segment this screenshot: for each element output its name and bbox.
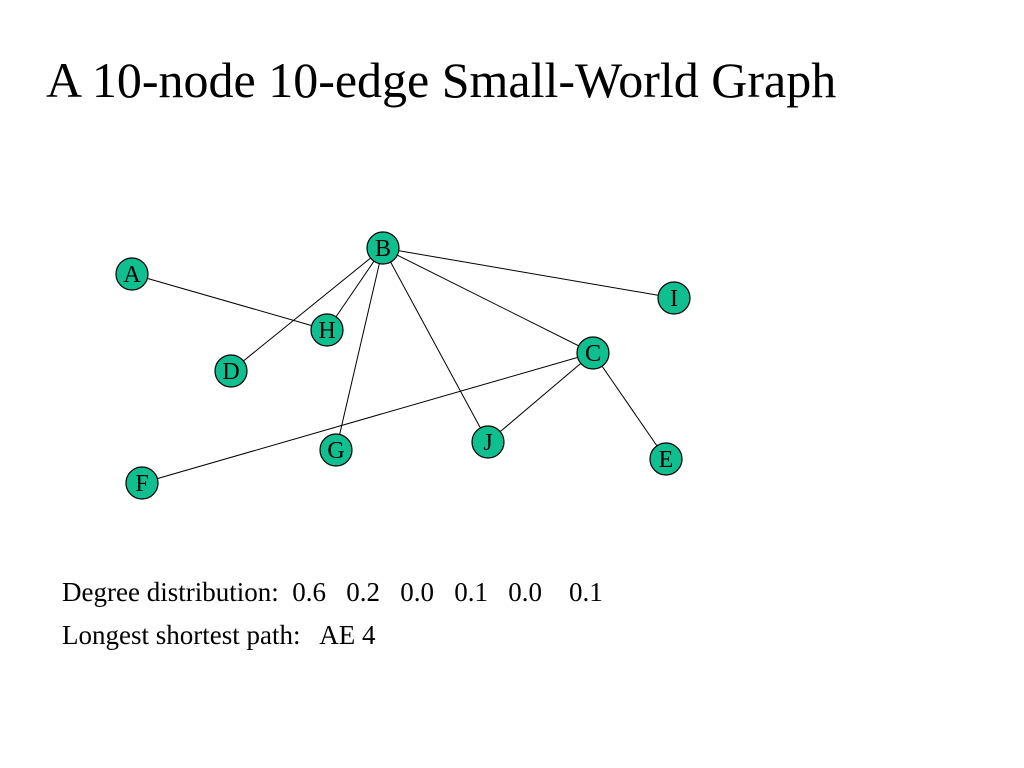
node-B: B <box>366 231 400 265</box>
edge-A-H <box>131 273 328 331</box>
node-circle <box>576 336 610 370</box>
degree-value: 0.0 <box>508 577 542 607</box>
node-label: F <box>135 471 148 497</box>
slide-title: A 10-node 10-edge Small-World Graph <box>46 52 837 108</box>
node-E: E <box>649 442 683 476</box>
edge-B-J <box>382 247 489 443</box>
node-circle <box>115 257 149 291</box>
edge-C-E <box>592 352 667 460</box>
node-circle <box>471 425 505 459</box>
node-H: H <box>310 313 344 347</box>
node-label: E <box>659 447 674 473</box>
node-J: J <box>471 425 505 459</box>
node-circle <box>214 354 248 388</box>
node-circle <box>125 466 159 500</box>
edge-C-J <box>487 352 594 443</box>
node-G: G <box>319 433 353 467</box>
node-circle <box>319 433 353 467</box>
node-label: J <box>483 430 492 456</box>
degree-value: 0.1 <box>568 577 603 607</box>
degree-distribution-label: Degree distribution: <box>62 577 279 607</box>
nodes-layer: A B C D E F G H I J <box>115 231 691 500</box>
edge-C-F <box>141 352 594 484</box>
longest-shortest-path-value: AE 4 <box>319 620 376 650</box>
edges-layer <box>131 247 675 484</box>
node-circle <box>366 231 400 265</box>
node-label: G <box>327 438 344 464</box>
degree-value: 0.6 <box>292 577 326 607</box>
edge-B-G <box>335 247 384 451</box>
node-label: A <box>123 262 141 288</box>
node-circle <box>310 313 344 347</box>
degree-distribution: Degree distribution: 0.6 0.2 0.0 0.1 0.0… <box>62 575 603 609</box>
node-A: A <box>115 257 149 291</box>
node-circle <box>649 442 683 476</box>
degree-value: 0.1 <box>454 577 488 607</box>
node-D: D <box>214 354 248 388</box>
node-label: I <box>670 286 678 312</box>
node-label: D <box>222 359 239 385</box>
longest-shortest-path-label: Longest shortest path: <box>62 620 301 650</box>
longest-shortest-path: Longest shortest path: AE 4 <box>62 618 375 652</box>
degree-value: 0.0 <box>400 577 434 607</box>
node-label: C <box>585 341 601 367</box>
node-C: C <box>576 336 610 370</box>
node-label: H <box>318 318 335 344</box>
edge-B-C <box>382 247 594 354</box>
degree-value: 0.2 <box>346 577 380 607</box>
edge-B-I <box>382 247 675 299</box>
node-I: I <box>657 281 691 315</box>
node-circle <box>657 281 691 315</box>
edge-B-D <box>230 247 384 372</box>
node-label: B <box>375 236 391 262</box>
node-F: F <box>125 466 159 500</box>
